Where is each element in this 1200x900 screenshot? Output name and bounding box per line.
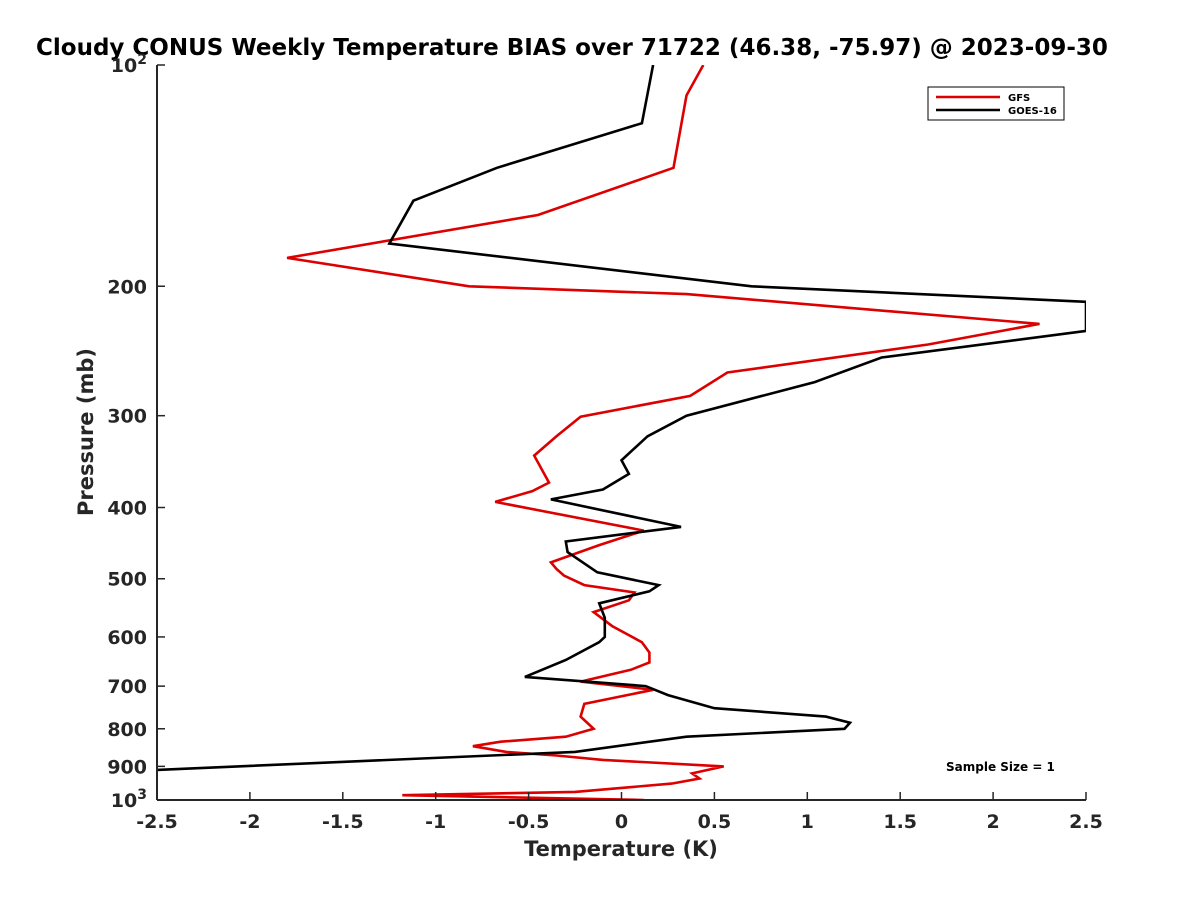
x-tick-label: -2 (239, 811, 260, 833)
series-line-goes16 (157, 65, 1086, 772)
x-tick-label: -0.5 (508, 811, 550, 833)
x-tick-label: 2 (986, 811, 999, 833)
y-tick-label: 500 (107, 569, 147, 591)
x-tick-label: 0.5 (698, 811, 732, 833)
x-axis-label: Temperature (K) (524, 837, 718, 861)
y-tick-label: 200 (107, 276, 147, 298)
sample-size-annotation: Sample Size = 1 (946, 760, 1055, 774)
x-tick-label: -2.5 (136, 811, 178, 833)
series-line-gfs (286, 65, 1040, 800)
y-tick-label: 700 (107, 676, 147, 698)
y-axis-label: Pressure (mb) (74, 348, 98, 516)
legend-label-gfs: GFS (1008, 93, 1030, 104)
legend-label-goes16: GOES-16 (1008, 106, 1057, 117)
legend-box (927, 86, 1065, 121)
legend: GFS GOES-16 (927, 86, 1065, 121)
x-tick-label: 0 (615, 811, 628, 833)
y-tick-label: 900 (107, 756, 147, 778)
x-tick-label: 1 (801, 811, 814, 833)
x-tick-label: -1.5 (322, 811, 364, 833)
y-tick-label: 800 (107, 719, 147, 741)
plot-area (157, 65, 1086, 800)
chart-title: Cloudy CONUS Weekly Temperature BIAS ove… (36, 35, 1108, 61)
x-tick-label: -1 (425, 811, 446, 833)
y-tick-label: 400 (107, 498, 147, 520)
x-tick-label: 2.5 (1069, 811, 1103, 833)
y-tick-label: 600 (107, 627, 147, 649)
y-tick-label: 300 (107, 406, 147, 428)
x-ticks: -2.5 -2 -1.5 -1 -0.5 0 0.5 1 1.5 2 2.5 (136, 792, 1103, 833)
x-tick-label: 1.5 (883, 811, 917, 833)
